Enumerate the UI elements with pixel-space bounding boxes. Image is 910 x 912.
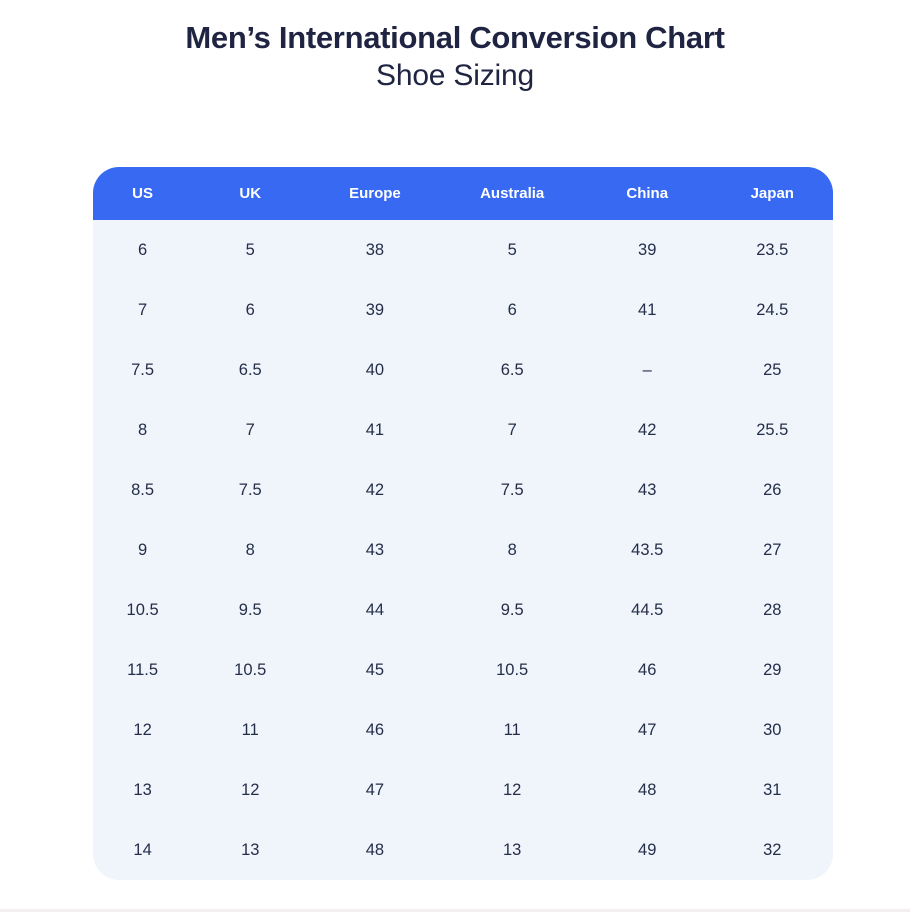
size-cell-us: 7 xyxy=(137,300,148,319)
size-cell-europe: 41 xyxy=(365,420,385,439)
shoe-size-conversion-table: US UK Europe Australia China Japan 6 5 38 5 39 23.… xyxy=(93,167,833,880)
size-cell-china: 48 xyxy=(638,780,657,799)
size-cell-china: 41 xyxy=(638,300,657,319)
column-header-us: US xyxy=(132,185,153,202)
size-cell-japan: 32 xyxy=(763,840,782,859)
table-row: 12 11 46 11 47 30 xyxy=(93,700,833,760)
size-cell-us: 13 xyxy=(133,780,152,799)
page-subtitle: Shoe Sizing xyxy=(376,59,534,92)
size-cell-china: 43.5 xyxy=(631,540,664,559)
size-cell-china: 43 xyxy=(638,480,657,499)
size-cell-us: 8 xyxy=(137,420,148,439)
size-cell-australia: 12 xyxy=(503,780,522,799)
size-cell-uk: 8 xyxy=(245,540,255,559)
size-cell-australia: 6.5 xyxy=(500,360,524,379)
size-cell-australia: 6 xyxy=(507,300,517,319)
column-header-uk: UK xyxy=(239,185,262,202)
size-cell-europe: 40 xyxy=(365,360,385,379)
size-cell-australia: 7 xyxy=(507,420,517,439)
table-row: 6 5 38 5 39 23.5 xyxy=(93,220,833,280)
column-header-europe: Europe xyxy=(349,185,401,202)
table-row: 10.5 9.5 44 9.5 44.5 28 xyxy=(93,580,833,640)
table-body: 6 5 38 5 39 23.5 7 6 39 6 41 24.5 7.5 6.5 40 6.5 – 25 8 7 41… xyxy=(93,220,833,880)
size-cell-us: 8.5 xyxy=(131,480,155,499)
table-row: 13 12 47 12 48 31 xyxy=(93,760,833,820)
size-cell-china: 42 xyxy=(638,420,657,439)
size-cell-australia: 8 xyxy=(507,540,517,559)
page-title: Men’s International Conversion Chart xyxy=(185,20,725,55)
size-cell-uk: 7.5 xyxy=(238,480,262,499)
size-cell-europe: 45 xyxy=(365,660,385,679)
size-cell-china: 44.5 xyxy=(631,600,664,619)
size-cell-europe: 46 xyxy=(365,720,385,739)
size-cell-europe: 43 xyxy=(365,540,385,559)
size-cell-europe: 39 xyxy=(365,300,385,319)
size-cell-uk: 13 xyxy=(241,840,260,859)
size-cell-china: 47 xyxy=(638,720,657,739)
size-cell-japan: 30 xyxy=(763,720,782,739)
table-row: 9 8 43 8 43.5 27 xyxy=(93,520,833,580)
column-header-japan: Japan xyxy=(750,185,794,202)
size-cell-japan: 26 xyxy=(763,480,782,499)
size-cell-uk: 12 xyxy=(241,780,260,799)
size-cell-japan: 27 xyxy=(763,540,782,559)
size-cell-australia: 13 xyxy=(503,840,522,859)
table-row: 8 7 41 7 42 25.5 xyxy=(93,400,833,460)
size-cell-europe: 48 xyxy=(365,840,385,859)
column-header-australia: Australia xyxy=(480,185,545,202)
size-cell-europe: 42 xyxy=(365,480,385,499)
size-cell-uk: 10.5 xyxy=(234,660,267,679)
size-cell-japan: 29 xyxy=(763,660,782,679)
size-cell-china: 49 xyxy=(638,840,657,859)
size-cell-australia: 10.5 xyxy=(496,660,529,679)
size-cell-us: 10.5 xyxy=(126,600,159,619)
size-cell-uk: 6 xyxy=(245,300,255,319)
table-row: 7.5 6.5 40 6.5 – 25 xyxy=(93,340,833,400)
size-cell-europe: 47 xyxy=(365,780,385,799)
size-cell-us: 14 xyxy=(133,840,152,859)
size-cell-us: 7.5 xyxy=(131,360,155,379)
size-cell-europe: 44 xyxy=(365,600,385,619)
table-header-row: US UK Europe Australia China Japan xyxy=(93,167,833,220)
size-cell-uk: 11 xyxy=(241,720,259,739)
table-row: 14 13 48 13 49 32 xyxy=(93,820,833,880)
size-cell-china: 39 xyxy=(638,240,657,259)
size-cell-uk: 7 xyxy=(245,420,255,439)
table-row: 11.5 10.5 45 10.5 46 29 xyxy=(93,640,833,700)
size-cell-europe: 38 xyxy=(365,240,385,259)
size-cell-australia: 9.5 xyxy=(500,600,524,619)
size-cell-uk: 6.5 xyxy=(238,360,262,379)
size-cell-australia: 7.5 xyxy=(500,480,524,499)
table-row: 7 6 39 6 41 24.5 xyxy=(93,280,833,340)
size-cell-china: 46 xyxy=(638,660,657,679)
size-cell-japan: 25.5 xyxy=(756,420,789,439)
size-cell-japan: 24.5 xyxy=(756,300,789,319)
size-cell-uk: 5 xyxy=(245,240,255,259)
size-cell-japan: 25 xyxy=(763,360,782,379)
size-cell-us: 9 xyxy=(137,540,148,559)
size-cell-japan: 31 xyxy=(763,780,782,799)
size-cell-japan: 28 xyxy=(763,600,782,619)
size-cell-us: 6 xyxy=(137,240,148,259)
size-cell-australia: 5 xyxy=(507,240,517,259)
size-cell-uk: 9.5 xyxy=(238,600,262,619)
size-cell-japan: 23.5 xyxy=(756,240,789,259)
size-cell-australia: 11 xyxy=(503,720,521,739)
table-row: 8.5 7.5 42 7.5 43 26 xyxy=(93,460,833,520)
size-cell-us: 12 xyxy=(133,720,152,739)
size-cell-china: – xyxy=(642,360,652,379)
column-header-china: China xyxy=(626,185,669,202)
size-cell-us: 11.5 xyxy=(127,660,159,679)
